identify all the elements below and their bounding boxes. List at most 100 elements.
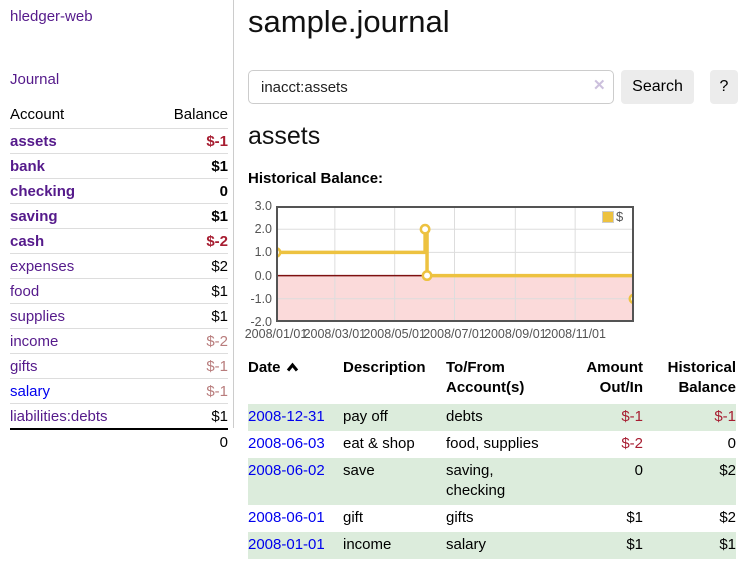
x-axis-tick-label: 2008/05/01 <box>363 327 426 341</box>
y-axis-tick-label: -1.0 <box>250 291 272 306</box>
account-row: income $-2 <box>10 328 228 354</box>
transaction-date-link[interactable]: 2008-12-31 <box>248 408 325 425</box>
app-brand-link[interactable]: hledger-web <box>10 8 93 25</box>
x-axis-tick-label: 2008/07/01 <box>423 327 486 341</box>
clear-search-icon[interactable]: ✕ <box>593 77 606 94</box>
transaction-accounts: saving, checking <box>446 462 506 499</box>
sidebar-item-journal[interactable]: Journal <box>10 71 60 88</box>
account-link[interactable]: salary <box>10 383 51 400</box>
help-button[interactable]: ? <box>710 70 738 104</box>
transaction-balance: $-1 <box>714 408 736 425</box>
transaction-description: eat & shop <box>343 435 415 452</box>
register-row: 2008-06-03 eat & shop food, supplies $-2… <box>248 431 736 458</box>
sort-ascending-icon <box>286 362 298 372</box>
account-row: bank $1 <box>10 153 228 179</box>
account-link[interactable]: bank <box>10 158 46 175</box>
account-link[interactable]: income <box>10 333 59 350</box>
account-row: cash $-2 <box>10 228 228 254</box>
transaction-accounts: debts <box>446 408 483 425</box>
register-row: 2008-01-01 income salary $1 $1 <box>248 532 736 559</box>
account-row: checking 0 <box>10 178 228 204</box>
transaction-description: gift <box>343 509 364 526</box>
account-balance: $-2 <box>150 228 228 254</box>
search-input[interactable] <box>248 70 614 104</box>
transaction-amount: $1 <box>626 509 643 526</box>
y-axis-tick-label: 0.0 <box>254 268 272 283</box>
register-header-accounts: To/From Account(s) <box>446 359 525 396</box>
x-axis-tick-label: 2008/03/01 <box>303 327 367 341</box>
transaction-amount: 0 <box>634 462 643 479</box>
transaction-date-link[interactable]: 2008-06-03 <box>248 435 325 452</box>
accounts-total-row: 0 <box>10 428 228 454</box>
register-row: 2008-06-02 save saving, checking 0 $2 <box>248 458 736 505</box>
account-balance: $-1 <box>150 378 228 404</box>
transaction-date-link[interactable]: 2008-06-01 <box>248 509 325 526</box>
y-axis-tick-label: 2.0 <box>254 222 272 237</box>
account-heading: assets <box>248 122 321 150</box>
account-row: liabilities:debts $1 <box>10 403 228 429</box>
account-link[interactable]: liabilities:debts <box>10 408 108 425</box>
account-link[interactable]: saving <box>10 208 58 225</box>
account-row: salary $-1 <box>10 378 228 404</box>
register-row: 2008-12-31 pay off debts $-1 $-1 <box>248 404 736 431</box>
account-row: saving $1 <box>10 203 228 229</box>
transaction-amount: $-1 <box>621 408 643 425</box>
y-axis-tick-label: 3.0 <box>254 199 272 213</box>
accounts-header-balance: Balance <box>173 106 228 123</box>
account-link[interactable]: checking <box>10 183 76 200</box>
transaction-description: income <box>343 536 392 553</box>
account-link[interactable]: cash <box>10 233 45 250</box>
transaction-description: save <box>343 462 375 479</box>
account-row: supplies $1 <box>10 303 228 329</box>
transaction-amount: $-2 <box>621 435 643 452</box>
x-axis-tick-label: 2008/01/01 <box>244 327 308 341</box>
account-balance: $1 <box>150 153 228 179</box>
chart-legend: $ <box>602 209 623 224</box>
account-row: expenses $2 <box>10 253 228 279</box>
account-balance: $-2 <box>150 328 228 354</box>
account-link[interactable]: assets <box>10 133 57 150</box>
register-header-date[interactable]: Date <box>248 356 343 404</box>
transaction-balance: 0 <box>727 435 736 452</box>
account-row: food $1 <box>10 278 228 304</box>
account-balance: $1 <box>150 303 228 329</box>
transaction-balance: $2 <box>719 509 736 526</box>
page-title: sample.journal <box>248 4 450 39</box>
x-axis-tick-label: 2008/11/01 <box>544 327 606 341</box>
search-button[interactable]: Search <box>621 70 694 104</box>
transaction-amount: $1 <box>626 536 643 553</box>
account-balance: $-1 <box>150 353 228 379</box>
x-axis-tick-label: 2008/09/01 <box>484 327 547 341</box>
chart-plot-area <box>276 206 634 322</box>
transaction-accounts: gifts <box>446 509 474 526</box>
transaction-description: pay off <box>343 408 388 425</box>
transaction-accounts: food, supplies <box>446 435 539 452</box>
accounts-total-balance: 0 <box>150 428 228 454</box>
transaction-date-link[interactable]: 2008-06-02 <box>248 462 325 479</box>
account-balance: 0 <box>150 178 228 204</box>
account-row: assets $-1 <box>10 128 228 154</box>
accounts-table: Account Balance assets $-1 bank $1 check… <box>10 102 228 454</box>
account-balance: $1 <box>150 203 228 229</box>
register-row: 2008-06-01 gift gifts $1 $2 <box>248 505 736 532</box>
register-header-row: Date Description To/From Account(s) Amou… <box>248 356 736 404</box>
account-balance: $1 <box>150 403 228 429</box>
sidebar-divider <box>233 0 234 428</box>
accounts-header-account: Account <box>10 106 65 123</box>
transaction-date-link[interactable]: 2008-01-01 <box>248 536 325 553</box>
register-header-description: Description <box>343 359 426 376</box>
account-balance: $-1 <box>150 128 228 154</box>
y-axis-tick-label: 1.0 <box>254 245 272 260</box>
register-table: Date Description To/From Account(s) Amou… <box>248 356 736 559</box>
legend-label: $ <box>616 209 624 224</box>
account-link[interactable]: supplies <box>10 308 66 325</box>
account-link[interactable]: gifts <box>10 358 38 375</box>
account-row: gifts $-1 <box>10 353 228 379</box>
historical-balance-chart: $ 3.0 2.0 1.0 0.0 -1.0 -2.0 2008/01/01 2008/03/… <box>243 199 643 343</box>
account-link[interactable]: expenses <box>10 258 75 275</box>
account-balance: $1 <box>150 278 228 304</box>
account-link[interactable]: food <box>10 283 40 300</box>
y-axis-tick-label: -2.0 <box>250 315 272 329</box>
transaction-balance: $1 <box>719 536 736 553</box>
transaction-balance: $2 <box>719 462 736 479</box>
